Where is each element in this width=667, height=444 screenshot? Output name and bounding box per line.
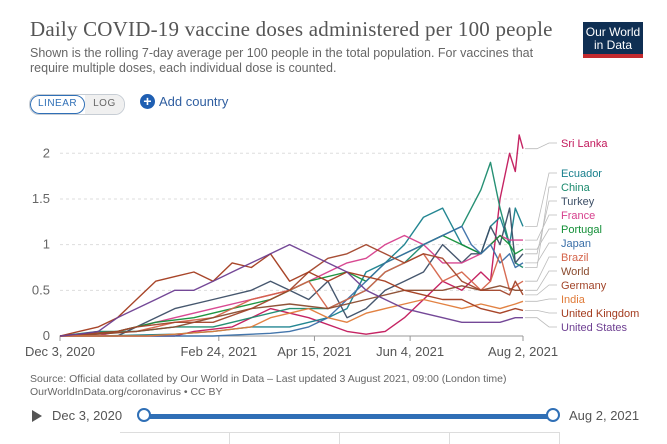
x-tick-label: Aug 2, 2021 [488, 344, 558, 359]
legend-connector [525, 284, 557, 296]
series-label: Germany [561, 280, 607, 292]
x-tick-label: Apr 15, 2021 [277, 344, 351, 359]
legend-connector [525, 214, 557, 241]
legend-connector [525, 256, 557, 282]
timeline-track[interactable] [144, 414, 554, 419]
timeline-end-label: Aug 2, 2021 [569, 408, 640, 423]
y-tick-label: 1.5 [32, 191, 50, 206]
series-label: Turkey [561, 196, 595, 208]
legend-connector [525, 270, 557, 291]
series-label: Japan [561, 238, 591, 250]
logo-line-2: in Data [593, 38, 633, 52]
timeline-end-handle[interactable] [546, 408, 560, 422]
logo-accent-bar [583, 54, 643, 58]
legend-connector [525, 309, 557, 314]
series-label: United States [561, 322, 628, 334]
series-line [60, 225, 524, 337]
series-line [59, 253, 524, 337]
tab-sources[interactable] [450, 433, 560, 444]
series-label: Sri Lanka [561, 138, 608, 150]
play-icon[interactable] [32, 410, 42, 422]
y-tick-label: 0.5 [32, 282, 50, 297]
add-country-label: Add country [159, 94, 229, 109]
series-label: India [561, 294, 586, 306]
logo-line-1: Our World [585, 25, 641, 39]
timeline-start-label: Dec 3, 2020 [52, 408, 123, 423]
log-scale-button[interactable]: LOG [85, 95, 124, 114]
line-chart[interactable]: 0 0.5 1 1.5 2 Dec 3, 2020 Feb 24, 2021 Apr 15, … [0, 0, 667, 370]
source-line-1: Source: Official data collated by Our Wo… [30, 373, 507, 385]
y-tick-label: 1 [43, 237, 50, 252]
add-country-button[interactable]: + Add country [140, 94, 228, 109]
x-tick-label: Jun 4, 2021 [376, 344, 444, 359]
tab-table[interactable] [340, 433, 450, 444]
series-label: United Kingdom [561, 308, 639, 320]
series-line [59, 243, 524, 337]
x-tick-label: Feb 24, 2021 [180, 344, 257, 359]
x-tick-label: Dec 3, 2020 [25, 344, 95, 359]
source-note: Source: Official data collated by Our Wo… [30, 373, 590, 399]
chart-title: Daily COVID-19 vaccine doses administere… [30, 17, 553, 41]
series-line [59, 285, 523, 337]
legend-connector [525, 242, 557, 264]
chart-subtitle: Shown is the rolling 7-day average per 1… [30, 46, 534, 75]
series-label: World [561, 266, 590, 278]
series-label: China [561, 182, 591, 194]
timeline-slider[interactable]: Dec 3, 2020 Aug 2, 2021 [0, 404, 667, 428]
plus-circle-icon: + [140, 94, 155, 109]
legend-connector [525, 172, 557, 227]
source-line-2: OurWorldInData.org/coronavirus • CC BY [30, 386, 223, 398]
series-label: Brazil [561, 252, 589, 264]
tab-chart[interactable] [120, 433, 230, 444]
series-label: France [561, 210, 595, 222]
owid-logo[interactable]: Our World in Data [583, 22, 643, 58]
legend-connector [525, 142, 557, 150]
y-tick-label: 2 [43, 145, 50, 160]
series-line [60, 134, 524, 337]
series-line [59, 243, 523, 337]
series-line [60, 207, 524, 337]
scale-toggle[interactable]: LINEAR LOG [29, 94, 125, 115]
legend-connector [525, 298, 557, 302]
series-label: Ecuador [561, 168, 602, 180]
view-tabs[interactable] [120, 432, 560, 444]
legend-connector [525, 186, 557, 268]
tab-map[interactable] [230, 433, 340, 444]
legend-connector [525, 228, 557, 250]
linear-scale-button[interactable]: LINEAR [30, 95, 86, 114]
series-line [59, 253, 524, 337]
series-line [59, 161, 524, 337]
y-tick-label: 0 [43, 328, 50, 343]
legend-connector [525, 317, 557, 328]
series-label: Portugal [561, 224, 602, 236]
series-line [60, 298, 524, 337]
timeline-start-handle[interactable] [137, 408, 151, 422]
